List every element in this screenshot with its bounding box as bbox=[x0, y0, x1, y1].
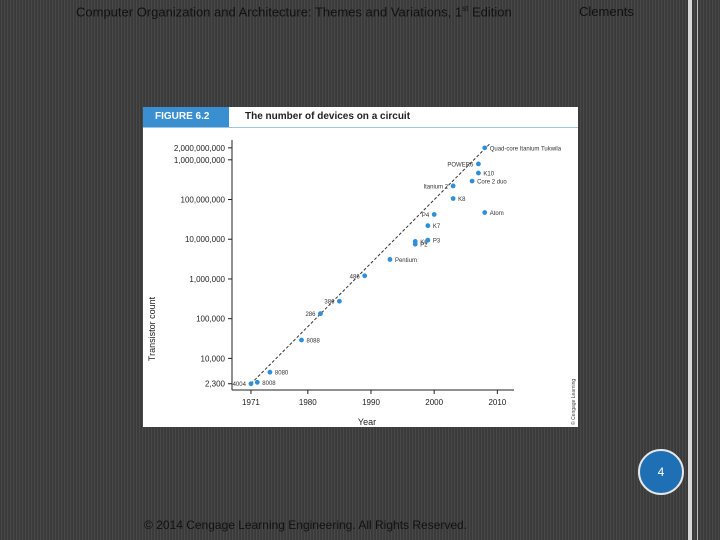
data-point bbox=[387, 257, 393, 262]
data-point-label: K6 bbox=[420, 240, 428, 246]
data-point-label: Quad-core Itanium Tukwila bbox=[490, 146, 562, 152]
figure-panel: FIGURE 6.2 The number of devices on a ci… bbox=[143, 107, 578, 427]
y-axis-label: Transistor count bbox=[147, 296, 157, 361]
right-border-line bbox=[697, 0, 698, 540]
y-tick-label: 100,000 bbox=[196, 315, 225, 324]
data-point bbox=[337, 298, 342, 304]
data-point-label: P3 bbox=[433, 239, 441, 245]
trend-line bbox=[250, 142, 492, 385]
x-tick-label: 2000 bbox=[425, 398, 443, 407]
data-point-label: 8080 bbox=[275, 371, 289, 377]
x-tick-label: 1990 bbox=[362, 398, 380, 407]
data-point bbox=[248, 381, 254, 387]
data-point bbox=[362, 273, 368, 279]
data-point bbox=[425, 237, 431, 243]
data-point-label: Core 2 duo bbox=[477, 180, 507, 186]
y-tick-label: 1,000,000 bbox=[189, 275, 225, 284]
data-point-label: P2 bbox=[420, 243, 428, 249]
y-tick-label: 1,000,000,000 bbox=[174, 156, 226, 165]
scatter-chart: 2,300 10,000 100,000 1,000,000 10,000,000 100… bbox=[147, 140, 577, 427]
data-point-label: 8088 bbox=[307, 339, 321, 345]
data-point-label: POWER6 bbox=[447, 162, 474, 168]
data-point bbox=[476, 161, 481, 167]
data-point bbox=[450, 183, 456, 189]
book-title: Computer Organization and Architecture: … bbox=[76, 4, 512, 20]
data-point-label: K10 bbox=[483, 172, 494, 178]
y-tick-label: 2,000,000,000 bbox=[174, 144, 226, 153]
data-point-label: Pentium bbox=[395, 258, 417, 264]
data-point-label: 8008 bbox=[262, 381, 276, 387]
right-border-bar bbox=[688, 0, 692, 540]
data-point-label: 486 bbox=[350, 274, 361, 280]
data-point bbox=[299, 337, 304, 343]
data-point-label: K7 bbox=[433, 224, 441, 230]
figure-label: FIGURE 6.2 bbox=[143, 107, 229, 127]
y-tick-label: 100,000,000 bbox=[181, 196, 226, 205]
page-number-badge: 4 bbox=[638, 449, 684, 495]
data-point bbox=[425, 223, 431, 229]
data-point bbox=[469, 178, 475, 184]
slide-header: Computer Organization and Architecture: … bbox=[0, 0, 720, 26]
author-name: Clements bbox=[579, 4, 634, 19]
x-axis-label: Year bbox=[358, 417, 376, 427]
data-point bbox=[476, 170, 481, 176]
data-point bbox=[267, 369, 273, 375]
x-tick-label: 2010 bbox=[488, 398, 506, 407]
data-point bbox=[254, 379, 260, 385]
data-point bbox=[318, 311, 323, 317]
figure-title: The number of devices on a circuit bbox=[245, 111, 411, 122]
y-tick-label: 2,300 bbox=[205, 380, 226, 389]
data-point bbox=[482, 210, 488, 215]
data-point-label: 4004 bbox=[233, 382, 247, 388]
copyright-notice: © 2014 Cengage Learning Engineering. All… bbox=[144, 518, 468, 532]
data-point-label: 286 bbox=[305, 312, 316, 318]
data-point bbox=[450, 196, 456, 201]
side-credit: © Cengage Learning bbox=[570, 379, 577, 425]
data-point bbox=[482, 145, 488, 151]
data-point bbox=[412, 239, 418, 244]
data-point-label: P4 bbox=[422, 213, 430, 219]
x-tick-label: 1980 bbox=[299, 398, 317, 407]
data-point-label: K8 bbox=[458, 197, 466, 203]
data-point-label: Itanium 2 bbox=[423, 184, 448, 190]
y-tick-label: 10,000 bbox=[201, 354, 226, 363]
x-tick-label: 1971 bbox=[242, 398, 260, 407]
data-point-label: 386 bbox=[324, 300, 335, 306]
data-point bbox=[431, 212, 437, 217]
y-tick-label: 10,000,000 bbox=[185, 235, 226, 244]
figure-divider bbox=[143, 127, 578, 128]
data-point-label: Atom bbox=[490, 211, 504, 217]
